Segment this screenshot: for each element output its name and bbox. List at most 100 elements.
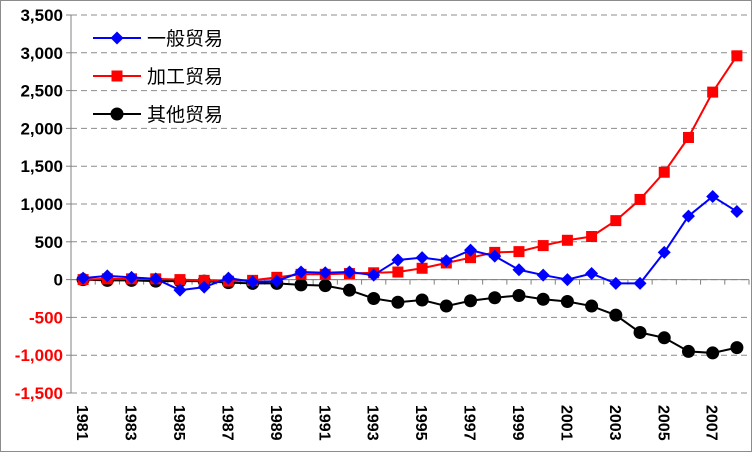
data-point: [125, 270, 139, 284]
data-point: [681, 344, 695, 358]
x-tick-label: 1991: [315, 405, 332, 441]
data-point: [197, 280, 211, 294]
legend-marker: [110, 31, 124, 45]
data-point: [610, 215, 622, 227]
x-tick-label: 2003: [606, 405, 623, 441]
legend-item: 一般贸易: [93, 28, 223, 50]
series-diamond: [76, 189, 744, 297]
data-point: [392, 266, 404, 278]
data-point: [536, 268, 550, 282]
data-point: [730, 205, 744, 219]
y-tick-labels: -1,500 -1,000 -500 0 500 1,000 1,500 2,000 2,500…: [15, 6, 63, 403]
y-tick-label: 2,500: [20, 82, 63, 101]
data-point: [246, 275, 260, 289]
data-point: [731, 50, 743, 62]
data-point: [658, 166, 670, 178]
data-point: [681, 209, 695, 223]
data-point: [707, 86, 719, 98]
data-point: [609, 308, 623, 322]
x-tick-label: 1999: [509, 405, 526, 441]
data-point: [173, 283, 187, 297]
data-point: [633, 326, 647, 340]
data-point: [439, 254, 453, 268]
data-point: [560, 295, 574, 309]
x-tick-label: 1995: [412, 405, 429, 441]
data-point: [488, 249, 502, 263]
y-tick-label: 3,500: [20, 6, 63, 25]
x-tick-label: 1983: [122, 405, 139, 441]
data-point: [198, 274, 210, 286]
data-point: [706, 346, 720, 360]
data-point: [585, 267, 599, 281]
legend-marker: [110, 107, 124, 121]
x-tick-label: 1987: [218, 405, 235, 441]
data-point: [270, 274, 284, 288]
data-point: [100, 269, 114, 283]
y-tick-label: -1,500: [15, 384, 63, 403]
data-point: [294, 265, 308, 279]
data-point: [76, 271, 90, 285]
data-point: [488, 291, 502, 305]
x-tick-labels: 1981 1983 1985 1987 1989 1991 1993 1995 1997 1999…: [73, 405, 720, 441]
series-group: [76, 50, 744, 360]
data-point: [294, 278, 308, 292]
data-point: [464, 243, 478, 257]
data-point: [465, 252, 477, 264]
data-point: [318, 266, 332, 280]
y-tick-label: 2,000: [20, 119, 63, 138]
data-point: [634, 193, 646, 205]
data-point: [174, 274, 186, 286]
legend-label: 一般贸易: [147, 28, 223, 50]
data-point: [342, 283, 356, 297]
data-point: [391, 253, 405, 267]
data-point: [415, 293, 429, 307]
x-tick-label: 1981: [73, 405, 90, 441]
data-point: [149, 272, 163, 286]
legend-item: 其他贸易: [93, 104, 223, 126]
data-point: [415, 251, 429, 265]
data-point: [512, 288, 526, 302]
data-point: [706, 189, 720, 203]
legend-label: 加工贸易: [147, 66, 223, 88]
data-point: [221, 271, 235, 285]
x-tick-label: 2005: [654, 405, 671, 441]
data-point: [342, 265, 356, 279]
data-point: [585, 299, 599, 313]
data-point: [633, 276, 647, 290]
data-point: [536, 292, 550, 306]
data-point: [586, 231, 598, 243]
y-tick-label: 500: [35, 233, 63, 252]
y-tick-label: 1,000: [20, 195, 63, 214]
y-tick-label: 1,500: [20, 157, 63, 176]
x-tick-label: 1989: [267, 405, 284, 441]
data-point: [439, 299, 453, 313]
legend-marker: [111, 70, 123, 82]
data-point: [367, 268, 381, 282]
data-point: [657, 331, 671, 345]
data-point: [560, 273, 574, 287]
x-tick-label: 2001: [557, 405, 574, 441]
data-point: [657, 245, 671, 259]
data-point: [318, 279, 332, 293]
data-point: [367, 292, 381, 305]
series-line: [83, 55, 738, 283]
data-point: [512, 263, 526, 277]
data-point: [416, 262, 428, 274]
y-tick-label: -1,000: [15, 346, 63, 365]
data-point: [561, 234, 573, 246]
series-line: [83, 195, 738, 292]
legend-label: 其他贸易: [147, 104, 223, 126]
x-tick-label: 2007: [703, 405, 720, 441]
x-tick-label: 1997: [461, 405, 478, 441]
data-point: [391, 295, 405, 309]
data-point: [609, 276, 623, 290]
data-point: [464, 294, 478, 308]
x-tick-label: 1985: [170, 405, 187, 441]
y-tick-label: 0: [54, 271, 63, 290]
data-point: [513, 246, 525, 258]
series-line: [83, 278, 738, 354]
legend-item: 加工贸易: [93, 66, 223, 88]
